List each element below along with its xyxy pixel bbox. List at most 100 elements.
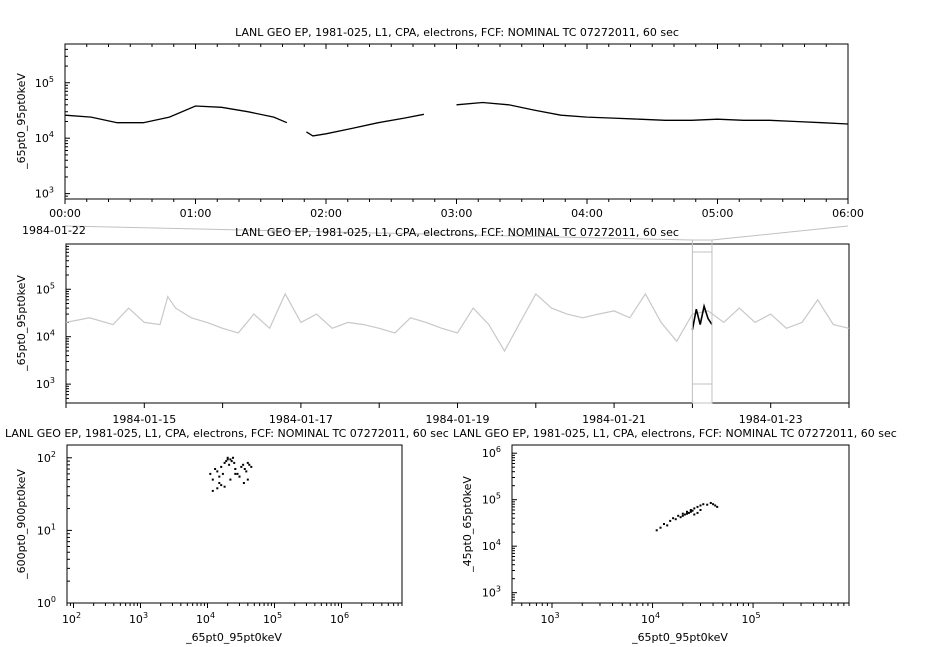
panel3-xlabel: _65pt0_95pt0keV [185, 631, 282, 644]
panel1-line [306, 113, 425, 137]
panel1-line [64, 105, 288, 124]
panel3-point [246, 478, 249, 481]
panel2-ylabel: _65pt0_95pt0keV [15, 275, 28, 372]
panel1-xtick-label: 04:00 [571, 207, 603, 220]
panel4-point [666, 524, 669, 527]
panel1-line [456, 101, 849, 125]
panel4-point [702, 503, 705, 506]
panel4-point [686, 512, 688, 515]
panel4-point [679, 516, 682, 519]
panel4-point [669, 519, 672, 522]
panel1-xtick-label: 06:00 [832, 207, 864, 220]
panel2-ytick-exp: 5 [50, 281, 55, 290]
panel4-ytick-label: 103 [482, 585, 501, 600]
panel4-point [699, 504, 702, 507]
panel3-point [243, 468, 246, 470]
panel1-ylabel: _65pt0_95pt0keV [15, 73, 28, 170]
panel3-point [221, 472, 224, 475]
panel1-xtick-label: 05:00 [702, 207, 734, 220]
panel4-xlabel: _65pt0_95pt0keV [631, 631, 728, 644]
panel2-title: LANL GEO EP, 1981-025, L1, CPA, electron… [235, 226, 679, 239]
panel3-ytick-label: 100 [37, 595, 56, 610]
panel1-ytick-label: 105 [35, 75, 54, 90]
connector-right [711, 225, 849, 241]
panel3-point [238, 475, 241, 478]
panel3-point [223, 485, 226, 488]
panel3-point [223, 461, 226, 464]
panel4-xtick-label: 103 [540, 611, 559, 626]
connector-left [64, 225, 693, 241]
panel4-point [689, 510, 692, 513]
panel4-ytick-exp: 6 [496, 445, 501, 454]
panel2-ytick-label: 105 [36, 281, 55, 296]
panel4-point [712, 503, 715, 506]
panel3-point [209, 472, 212, 475]
panel3-point [230, 460, 233, 463]
panel3-point [216, 470, 219, 473]
panel3-point [226, 458, 229, 461]
panel4-xtick-exp: 3 [554, 611, 559, 620]
panel3-point [233, 461, 236, 464]
panel2-xtick-label: 1984-01-21 [582, 413, 646, 426]
panel2-ytick-label: 103 [36, 376, 55, 391]
panel3-point [240, 465, 243, 468]
panel3-point [211, 489, 214, 492]
panel4-xtick-exp: 5 [756, 611, 761, 620]
panel3-point [225, 460, 228, 463]
panel4-point [714, 504, 717, 507]
panel3-ylabel: _600pt0_900pt0keV [15, 469, 28, 580]
panel3-xtick-label: 103 [129, 611, 148, 626]
panel3-xtick-label: 105 [263, 611, 282, 626]
panel-scatter-right: LANL GEO EP, 1981-025, L1, CPA, electron… [453, 427, 897, 644]
panel1-xtick-label: 03:00 [441, 207, 473, 220]
panel4-ylabel: _45pt0_65pt0keV [461, 476, 474, 573]
panel1-xtick-label: 02:00 [310, 207, 342, 220]
panel3-ytick-label: 101 [37, 522, 56, 537]
panel3-ytick-exp: 2 [51, 450, 56, 459]
panel4-xtick-exp: 4 [655, 611, 660, 620]
panel3-point [245, 470, 248, 473]
panel4-point [716, 505, 719, 508]
panel1-ytick-exp: 4 [49, 130, 54, 139]
panel3-ytick-exp: 1 [51, 522, 56, 531]
panel4-point [672, 517, 675, 520]
panel1-xtick-label: 00:00 [49, 207, 81, 220]
panel4-ytick-exp: 3 [496, 585, 501, 594]
panel3-point [248, 463, 251, 466]
panel2-highlight-box [691, 239, 713, 404]
panel4-point [709, 502, 712, 504]
panel3-xtick-label: 102 [62, 611, 81, 626]
panel4-xtick-label: 105 [742, 611, 761, 626]
panel3-xtick-exp: 5 [277, 611, 282, 620]
panel3-ytick-label: 102 [37, 450, 56, 465]
panel-scatter-left: LANL GEO EP, 1981-025, L1, CPA, electron… [5, 427, 449, 644]
panel3-point [226, 456, 229, 459]
panel4-point [659, 526, 662, 529]
panel4-point [696, 511, 699, 514]
panel3-xtick-label: 104 [196, 611, 215, 626]
panel2-xtick-label: 1984-01-23 [739, 413, 803, 426]
panel4-point [677, 514, 680, 517]
panel-timeseries-detail: LANL GEO EP, 1981-025, L1, CPA, electron… [15, 26, 864, 237]
panel1-xtick-label: 01:00 [180, 207, 212, 220]
panel2-xtick-label: 1984-01-15 [112, 413, 176, 426]
panel3-point [220, 484, 223, 487]
panel4-point [689, 509, 692, 511]
panel4-point [687, 511, 690, 514]
panel3-point [242, 463, 245, 466]
panel3-point [234, 472, 237, 475]
panel1-ytick-exp: 3 [49, 186, 54, 195]
panel4-point [699, 509, 702, 511]
panel4-points [655, 502, 719, 532]
panel3-point [220, 465, 223, 468]
panel4-point [663, 523, 665, 525]
panel4-point [691, 509, 694, 512]
panel3-point [214, 468, 217, 470]
panel3-point [229, 478, 232, 481]
panel3-point [216, 487, 219, 490]
panel3-point [218, 482, 221, 484]
panel4-frame [511, 444, 850, 604]
panel1-series [64, 101, 849, 137]
panel4-ytick-label: 106 [482, 445, 501, 460]
